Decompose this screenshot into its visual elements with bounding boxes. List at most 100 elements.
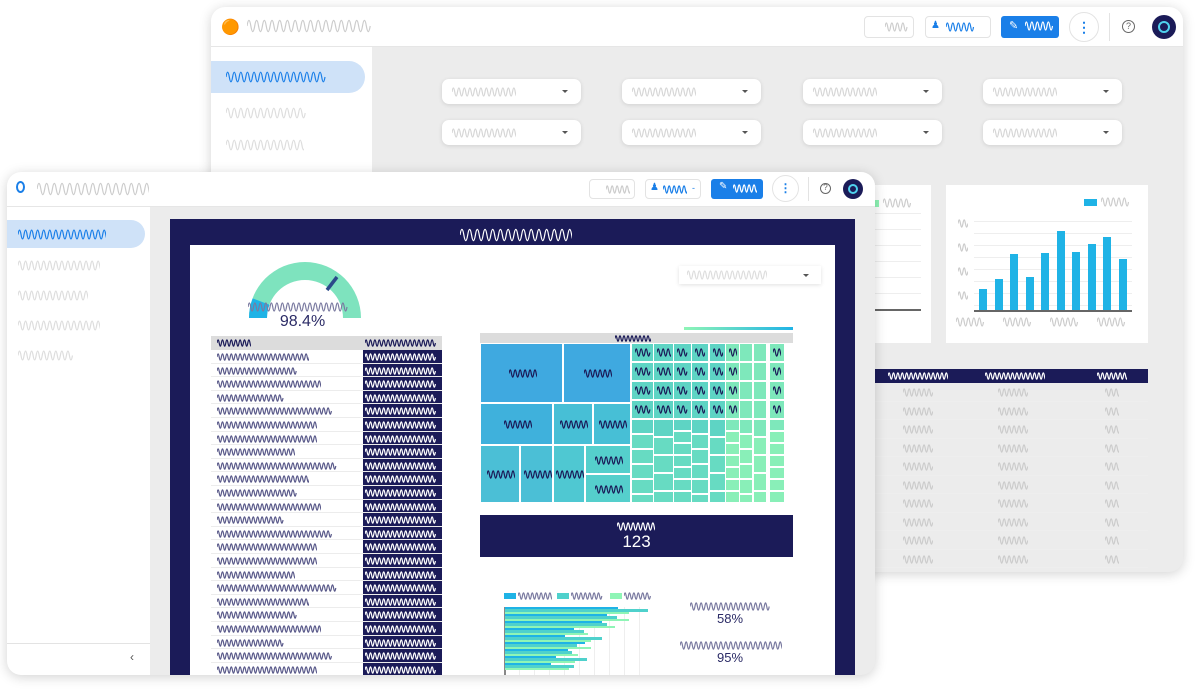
placeholder-text bbox=[903, 425, 933, 434]
front-window: ♟ - ✎ ⋮ ? ‹ 98.4% bbox=[7, 172, 875, 675]
treemap-tile bbox=[739, 464, 753, 479]
legend-swatch bbox=[1084, 199, 1097, 206]
filter-dropdown[interactable] bbox=[803, 120, 942, 145]
sidebar-item[interactable] bbox=[226, 139, 306, 151]
treemap-tile bbox=[653, 437, 675, 455]
placeholder-text bbox=[217, 448, 295, 456]
edit-button[interactable]: ✎ bbox=[1001, 16, 1059, 38]
placeholder-text bbox=[217, 625, 321, 633]
chevron-down-icon[interactable]: - bbox=[692, 183, 695, 193]
chart-card-blue bbox=[946, 185, 1148, 343]
sidebar-item[interactable] bbox=[18, 290, 88, 301]
treemap-tile bbox=[769, 467, 785, 479]
placeholder-text bbox=[1105, 406, 1119, 416]
filter-dropdown[interactable] bbox=[622, 79, 761, 104]
placeholder-text bbox=[217, 652, 333, 660]
placeholder-text bbox=[713, 367, 723, 376]
placeholder-text bbox=[584, 369, 612, 378]
sidebar-item-active[interactable] bbox=[7, 220, 145, 248]
bar bbox=[505, 609, 648, 612]
bar bbox=[1056, 231, 1065, 310]
treemap-tile bbox=[739, 449, 753, 464]
sidebar-item[interactable] bbox=[18, 260, 100, 271]
placeholder-text bbox=[1105, 443, 1119, 453]
table-row bbox=[211, 513, 442, 527]
treemap-tile bbox=[631, 419, 655, 434]
treemap-tile bbox=[753, 343, 767, 362]
treemap-tile bbox=[739, 494, 753, 503]
placeholder-text bbox=[217, 665, 317, 674]
table-row bbox=[873, 402, 1148, 420]
placeholder-text bbox=[635, 367, 651, 376]
table-row bbox=[211, 432, 442, 446]
placeholder-text bbox=[1105, 425, 1119, 434]
treemap-tile bbox=[673, 491, 693, 503]
table-row bbox=[873, 420, 1148, 439]
filter-dropdown[interactable] bbox=[622, 120, 761, 145]
placeholder-text bbox=[773, 348, 781, 357]
table-row bbox=[211, 568, 442, 582]
filter-dropdown[interactable] bbox=[442, 120, 581, 145]
treemap-tile bbox=[653, 343, 675, 362]
x-tick-label bbox=[1097, 317, 1127, 327]
placeholder-text bbox=[903, 517, 933, 527]
bar bbox=[505, 623, 607, 626]
share-button[interactable]: ♟ bbox=[925, 16, 991, 38]
avatar[interactable] bbox=[1152, 15, 1176, 39]
placeholder-text bbox=[217, 502, 321, 511]
dashboard-title bbox=[460, 228, 572, 242]
gridline bbox=[974, 245, 1132, 246]
filter-dropdown[interactable] bbox=[679, 266, 821, 284]
table-row bbox=[211, 581, 442, 595]
bar bbox=[505, 651, 573, 654]
sidebar-item-active[interactable] bbox=[211, 61, 365, 93]
share-button[interactable]: ♟ - bbox=[645, 179, 701, 199]
placeholder-text bbox=[998, 406, 1028, 416]
sidebar-item[interactable] bbox=[226, 107, 306, 119]
treemap-tile bbox=[585, 474, 631, 503]
undo-button[interactable] bbox=[589, 179, 635, 199]
more-button[interactable]: ⋮ bbox=[1069, 12, 1099, 42]
bar bbox=[1041, 253, 1049, 310]
chevron-left-icon[interactable]: ‹ bbox=[130, 650, 134, 664]
placeholder-text bbox=[632, 128, 696, 138]
table-row bbox=[211, 554, 442, 568]
placeholder-text bbox=[773, 367, 781, 376]
placeholder-text bbox=[217, 489, 297, 497]
treemap-tile bbox=[769, 443, 785, 455]
pencil-icon: ✎ bbox=[1009, 20, 1019, 32]
treemap-tile bbox=[753, 473, 767, 491]
kpi-a-label bbox=[690, 602, 770, 611]
treemap-tile bbox=[691, 464, 709, 479]
treemap-tile bbox=[631, 362, 655, 381]
treemap-tile bbox=[753, 400, 767, 419]
placeholder-text bbox=[365, 516, 437, 524]
filter-dropdown[interactable] bbox=[803, 79, 942, 104]
treemap-tile bbox=[553, 403, 593, 445]
placeholder-text bbox=[365, 448, 437, 456]
treemap-tile bbox=[520, 445, 553, 503]
treemap-tile bbox=[553, 445, 585, 503]
edit-button[interactable]: ✎ bbox=[711, 179, 763, 199]
bar bbox=[505, 644, 577, 647]
treemap-tile bbox=[631, 449, 655, 464]
placeholder-text bbox=[365, 421, 437, 429]
help-icon[interactable]: ? bbox=[820, 183, 831, 194]
filter-dropdown[interactable] bbox=[442, 79, 581, 104]
sidebar-item[interactable] bbox=[18, 350, 74, 361]
bar bbox=[505, 658, 587, 661]
filter-dropdown[interactable] bbox=[983, 79, 1122, 104]
sidebar-item[interactable] bbox=[18, 320, 100, 331]
help-icon[interactable]: ? bbox=[1122, 20, 1135, 33]
treemap-tile bbox=[653, 455, 675, 473]
avatar[interactable] bbox=[843, 179, 863, 199]
placeholder-text bbox=[217, 570, 295, 579]
gridline bbox=[974, 293, 1132, 294]
more-button[interactable]: ⋮ bbox=[772, 175, 799, 202]
filter-dropdown[interactable] bbox=[983, 120, 1122, 145]
table-row bbox=[873, 550, 1148, 568]
bar bbox=[505, 635, 566, 638]
treemap-tile bbox=[691, 400, 709, 419]
table-header bbox=[873, 369, 1148, 383]
undo-button[interactable] bbox=[864, 16, 914, 38]
